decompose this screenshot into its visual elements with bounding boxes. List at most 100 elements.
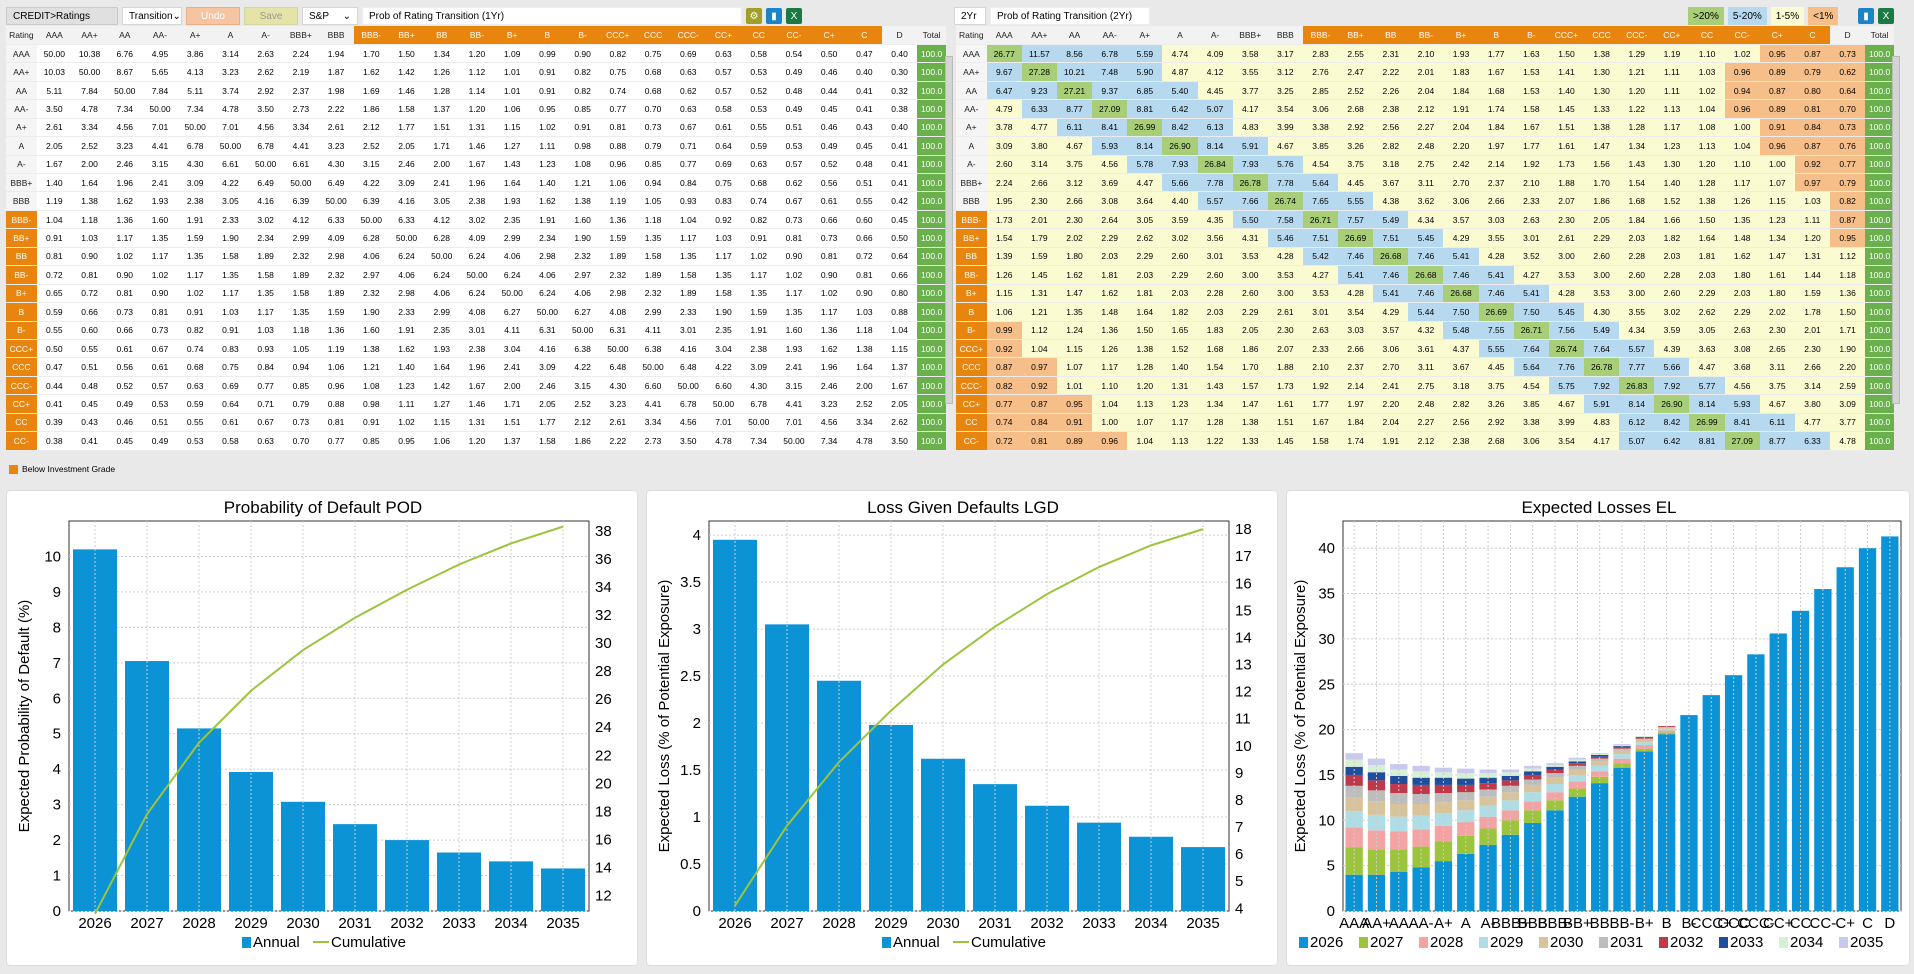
table-cell[interactable]: 3.34	[71, 118, 108, 138]
table-cell[interactable]: 1.13	[1162, 431, 1198, 451]
table-cell[interactable]: 3.23	[811, 394, 847, 414]
table-cell[interactable]: 0.63	[177, 376, 213, 396]
table-cell[interactable]: 1.38	[565, 191, 601, 211]
table-cell[interactable]: 1.58	[248, 265, 284, 285]
table-cell[interactable]: 0.57	[705, 62, 742, 82]
table-cell[interactable]: 1.74	[1338, 431, 1374, 451]
table-cell[interactable]: 0.77	[986, 394, 1022, 414]
table-cell[interactable]: 26.68	[1408, 265, 1444, 285]
table-cell[interactable]: 0.68	[177, 357, 213, 377]
table-cell[interactable]: 0.51	[846, 173, 882, 193]
table-cell[interactable]: 2.85	[1302, 81, 1339, 101]
table-cell[interactable]: 0.90	[811, 265, 847, 285]
table-cell[interactable]: 0.61	[107, 339, 143, 359]
table-cell[interactable]: 0.53	[177, 431, 213, 451]
table-cell[interactable]: 0.60	[846, 210, 882, 230]
table-cell[interactable]: 2.01	[1794, 321, 1831, 340]
table-cell[interactable]: 8.14	[1689, 394, 1725, 414]
table-cell[interactable]: 0.69	[670, 44, 706, 64]
table-cell[interactable]: 0.63	[741, 155, 777, 175]
table-cell[interactable]: 0.81	[71, 265, 108, 285]
table-cell[interactable]: 2.30	[1021, 191, 1057, 211]
table-cell[interactable]: 2.60	[1584, 247, 1620, 267]
table-cell[interactable]: 2.59	[1830, 376, 1866, 396]
table-cell[interactable]: 26.99	[1127, 118, 1163, 138]
table-cell[interactable]: 2.05	[1232, 321, 1268, 340]
table-cell[interactable]: 2.00	[71, 155, 108, 175]
table-cell[interactable]: 2.31	[1373, 44, 1409, 64]
table-cell[interactable]: 1.14	[459, 81, 495, 101]
table-cell[interactable]: 3.01	[1513, 228, 1549, 248]
table-cell[interactable]: 1.18	[283, 321, 319, 340]
table-cell[interactable]: 0.97	[1794, 173, 1831, 193]
table-cell[interactable]: 5.59	[1127, 44, 1163, 64]
table-cell[interactable]: 1.40	[1548, 81, 1585, 101]
table-cell[interactable]: 1.17	[670, 228, 706, 248]
table-cell[interactable]: 1.90	[705, 302, 742, 322]
table-cell[interactable]: 2.41	[142, 173, 178, 193]
table-cell[interactable]: 2.37	[283, 81, 319, 101]
table-cell[interactable]: 2.98	[388, 284, 425, 304]
table-cell[interactable]: 1.12	[1830, 247, 1866, 267]
table-cell[interactable]: 1.35	[776, 302, 812, 322]
table-cell[interactable]: 50.00	[248, 155, 284, 175]
table-cell[interactable]: 1.64	[71, 173, 108, 193]
table-cell[interactable]: 1.20	[1689, 155, 1725, 175]
table-cell[interactable]: 3.62	[1408, 191, 1444, 211]
table-cell[interactable]: 3.18	[1373, 155, 1409, 175]
table-cell[interactable]: 0.63	[670, 99, 706, 119]
table-cell[interactable]: 0.41	[846, 81, 882, 101]
table-cell[interactable]: 1.17	[741, 265, 777, 285]
table-cell[interactable]: 1.17	[212, 284, 249, 304]
table-cell[interactable]: 1.84	[1338, 413, 1374, 433]
table-cell[interactable]: 3.06	[1443, 191, 1479, 211]
table-cell[interactable]: 2.61	[1548, 228, 1585, 248]
scrollbar-right[interactable]	[1892, 56, 1900, 404]
table-cell[interactable]: 3.80	[1794, 394, 1831, 414]
table-cell[interactable]: 3.14	[1794, 376, 1831, 396]
column-header[interactable]: BB-	[1408, 26, 1444, 45]
table-cell[interactable]: 1.77	[1513, 136, 1549, 156]
table-cell[interactable]: 2.29	[1584, 228, 1620, 248]
table-cell[interactable]: 4.37	[1443, 339, 1479, 359]
table-cell[interactable]: 3.55	[1478, 228, 1514, 248]
table-cell[interactable]: 3.15	[142, 155, 178, 175]
table-cell[interactable]: 0.63	[248, 431, 284, 451]
table-cell[interactable]: 3.69	[1092, 173, 1128, 193]
table-cell[interactable]: 0.43	[846, 118, 882, 138]
table-cell[interactable]: 1.62	[529, 191, 565, 211]
table-cell[interactable]: 2.60	[1232, 284, 1268, 304]
table-cell[interactable]: 1.58	[1513, 99, 1549, 119]
table-cell[interactable]: 1.50	[388, 44, 425, 64]
table-cell[interactable]: 0.95	[1830, 228, 1866, 248]
table-cell[interactable]: 1.28	[424, 81, 460, 101]
table-cell[interactable]: 2.29	[1092, 228, 1128, 248]
table-cell[interactable]: 0.52	[107, 376, 143, 396]
table-cell[interactable]: 0.51	[776, 118, 812, 138]
table-cell[interactable]: 0.49	[776, 62, 812, 82]
table-cell[interactable]: 0.90	[565, 44, 601, 64]
table-cell[interactable]: 2.27	[1408, 413, 1444, 433]
table-cell[interactable]: 8.42	[1162, 118, 1198, 138]
table-cell[interactable]: 0.56	[107, 357, 143, 377]
table-cell[interactable]: 1.00	[1724, 118, 1760, 138]
table-cell[interactable]: 0.43	[71, 413, 108, 433]
table-cell[interactable]: 4.83	[1584, 413, 1620, 433]
table-cell[interactable]: 3.00	[1267, 284, 1303, 304]
table-cell[interactable]: 1.26	[1724, 191, 1760, 211]
table-cell[interactable]: 8.41	[1092, 118, 1128, 138]
table-cell[interactable]: 0.61	[811, 191, 847, 211]
table-cell[interactable]: 1.46	[459, 394, 495, 414]
table-cell[interactable]: 1.02	[142, 265, 178, 285]
table-cell[interactable]: 1.38	[1232, 413, 1268, 433]
table-cell[interactable]: 2.82	[1373, 136, 1409, 156]
table-cell[interactable]: 1.35	[635, 228, 671, 248]
table-cell[interactable]: 6.47	[986, 81, 1022, 101]
table-cell[interactable]: 3.00	[1548, 247, 1585, 267]
table-cell[interactable]: 4.06	[565, 284, 601, 304]
table-cell[interactable]: 2.52	[565, 394, 601, 414]
table-cell[interactable]: 3.05	[1689, 321, 1725, 340]
table-cell[interactable]: 1.03	[71, 228, 108, 248]
table-cell[interactable]: 0.72	[36, 265, 72, 285]
table-cell[interactable]: 4.11	[494, 321, 530, 340]
